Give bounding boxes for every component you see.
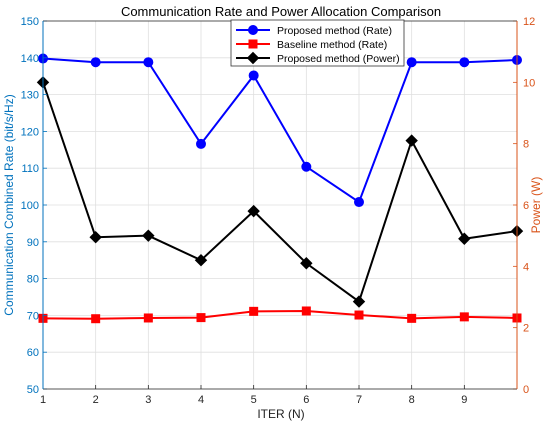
series-3-point <box>247 204 260 218</box>
x-tick-label: 9 <box>461 394 467 406</box>
series-2-point <box>301 306 311 316</box>
y-right-tick-label: 8 <box>523 139 529 151</box>
y-left-tick-label: 100 <box>21 200 39 212</box>
series-3-point <box>405 134 418 147</box>
y-left-tick-label: 60 <box>27 347 39 359</box>
series-3-point <box>142 229 155 242</box>
legend: Proposed method (Rate) Baseline method (R… <box>230 19 405 67</box>
series-1-point <box>196 138 206 149</box>
x-tick-label: 4 <box>198 394 204 406</box>
x-tick-label: 8 <box>409 394 415 406</box>
series-1-point <box>143 57 154 68</box>
y-left-tick-label: 80 <box>27 274 39 286</box>
series-2-point <box>459 312 469 322</box>
series-2-point <box>91 314 101 324</box>
y-left-tick-label: 150 <box>21 16 39 28</box>
y-left-tick-label: 110 <box>21 163 39 175</box>
y-right-tick-label: 0 <box>523 384 529 396</box>
series-1-point <box>459 57 470 68</box>
x-tick-label: 5 <box>251 394 257 406</box>
series-2-point <box>143 313 153 323</box>
series-2-line <box>42 309 518 320</box>
legend-label: Baseline method (Rate) <box>277 39 387 51</box>
y-left-tick-label: 140 <box>21 53 39 65</box>
y-left-tick-label: 90 <box>27 237 39 249</box>
x-tick-label: 6 <box>303 394 309 406</box>
x-axis-label: ITER (N) <box>257 407 304 421</box>
series-1-point <box>248 70 259 81</box>
series-3-point <box>89 230 102 244</box>
legend-swatch-marker <box>246 51 260 65</box>
y-right-tick-label: 10 <box>523 77 535 89</box>
series-1-point <box>406 57 417 68</box>
y-left-tick-label: 50 <box>27 384 39 396</box>
series-3-point <box>458 232 471 245</box>
series-2-point <box>407 313 417 323</box>
series-1-point <box>301 161 312 172</box>
series-3-line <box>42 82 518 304</box>
legend-swatch-marker <box>248 25 258 35</box>
legend-label: Proposed method (Power) <box>277 53 400 65</box>
y-left-tick-label: 70 <box>27 310 39 322</box>
x-tick-label: 2 <box>93 394 99 406</box>
series-2-point <box>249 306 259 316</box>
series-3-point <box>300 257 313 270</box>
y-right-tick-label: 4 <box>523 261 529 273</box>
series-1-point <box>90 57 101 68</box>
y-left-tick-label: 130 <box>21 90 39 102</box>
series-2-point <box>354 310 364 320</box>
y-right-tick-label: 6 <box>523 200 529 212</box>
legend-label: Proposed method (Rate) <box>277 25 392 37</box>
y-axis-left-label: Communication Combined Rate (bit/s/Hz) <box>2 94 16 315</box>
y-axis-right-label: Power (W) <box>529 177 543 234</box>
y-right-tick-label: 12 <box>523 16 535 28</box>
series-3-point <box>194 253 208 267</box>
chart-title: Communication Rate and Power Allocation … <box>121 4 441 19</box>
x-tick-label: 1 <box>40 394 46 406</box>
legend-swatch-marker <box>248 39 258 49</box>
series-1-point <box>354 197 364 208</box>
x-tick-label: 3 <box>145 394 151 406</box>
series-2-point <box>196 313 206 323</box>
series-3-point <box>352 295 366 308</box>
y-left-tick-label: 120 <box>21 126 39 138</box>
y-right-tick-label: 2 <box>523 323 529 335</box>
x-tick-label: 7 <box>356 394 362 406</box>
series-1-line <box>42 57 518 204</box>
